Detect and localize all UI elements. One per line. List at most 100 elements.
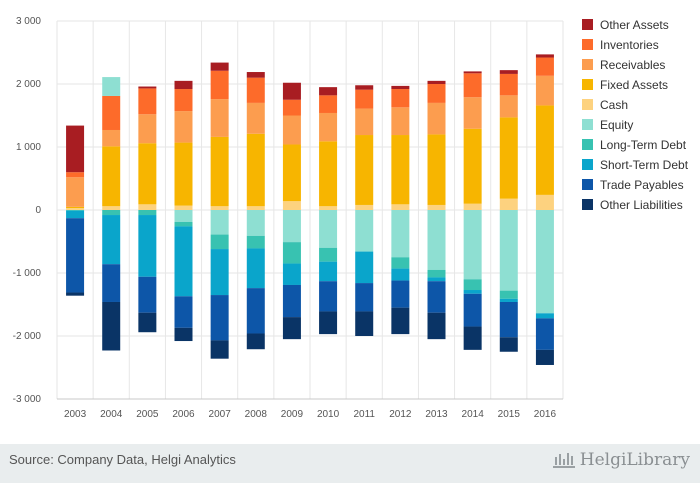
- bar-segment-inventories: [463, 73, 482, 98]
- bar-segment-equity: [246, 210, 265, 236]
- bar-segment-other-liabilities: [138, 312, 157, 333]
- bar-segment-other-assets: [427, 80, 446, 84]
- bar-stack-2009: [282, 82, 301, 340]
- bar-stack-2010: [319, 87, 338, 335]
- legend-label: Other Liabilities: [600, 198, 683, 212]
- bar-segment-cash: [463, 203, 482, 210]
- bar-segment-receivables: [66, 177, 85, 207]
- legend-item-other-liabilities: Other Liabilities: [582, 198, 683, 212]
- bar-segment-inventories: [246, 77, 265, 103]
- bar-segment-receivables: [174, 111, 193, 143]
- bar-segment-other-liabilities: [499, 337, 518, 352]
- legend-item-trade-payables: Trade Payables: [582, 178, 684, 192]
- legend-swatch: [582, 39, 593, 50]
- bar-segment-cash: [138, 204, 157, 210]
- bar-segment-fixed-assets: [246, 133, 265, 207]
- bar-segment-fixed-assets: [102, 146, 121, 207]
- bar-segment-equity: [463, 210, 482, 280]
- legend-label: Other Assets: [600, 18, 669, 32]
- bar-segment-fixed-assets: [355, 135, 374, 205]
- legend-item-short-term-debt: Short-Term Debt: [582, 158, 689, 172]
- brand-logo: HelgiLibrary: [552, 450, 690, 470]
- bar-segment-fixed-assets: [174, 142, 193, 206]
- bar-segment-equity: [282, 210, 301, 243]
- footer: Source: Company Data, Helgi Analytics He…: [0, 444, 700, 483]
- bar-segment-other-assets: [138, 86, 157, 89]
- x-tick-label: 2014: [462, 409, 485, 420]
- bar-segment-inventories: [66, 172, 85, 178]
- bar-segment-equity: [499, 210, 518, 291]
- x-tick-label: 2003: [64, 409, 87, 420]
- x-tick-label: 2013: [425, 409, 448, 420]
- bar-segment-cash: [102, 206, 121, 210]
- y-tick-label: 1 000: [16, 142, 41, 153]
- bar-segment-receivables: [210, 99, 229, 137]
- y-tick-label: 0: [35, 205, 41, 216]
- bar-stack-2006: [174, 80, 193, 342]
- bar-segment-other-assets: [355, 85, 374, 90]
- bar-segment-cash: [355, 204, 374, 210]
- bar-segment-trade-payables: [535, 318, 554, 350]
- bar-segment-other-assets: [66, 125, 85, 173]
- bar-segment-long-term-debt: [463, 279, 482, 291]
- bar-segment-inventories: [174, 89, 193, 112]
- legend-label: Cash: [600, 98, 628, 112]
- bar-segment-trade-payables: [427, 281, 446, 313]
- bar-segment-fixed-assets: [535, 105, 554, 195]
- legend-item-receivables: Receivables: [582, 58, 665, 72]
- bar-segment-other-assets: [246, 72, 265, 78]
- bar-segment-equity: [319, 210, 338, 248]
- legend-swatch: [582, 139, 593, 150]
- bar-segment-other-liabilities: [246, 333, 265, 350]
- x-tick-label: 2004: [100, 409, 123, 420]
- bar-stack-2005: [138, 86, 157, 333]
- bar-segment-equity: [174, 210, 193, 222]
- bar-segment-trade-payables: [210, 295, 229, 341]
- bar-stack-2016: [535, 54, 554, 365]
- bar-segment-trade-payables: [66, 218, 85, 293]
- bar-stack-2012: [391, 85, 410, 335]
- bar-segment-long-term-debt: [282, 242, 301, 264]
- legend-swatch: [582, 119, 593, 130]
- legend-label: Short-Term Debt: [600, 158, 689, 172]
- bar-segment-other-liabilities: [319, 311, 338, 335]
- bar-segment-other-liabilities: [535, 349, 554, 365]
- bar-segment-inventories: [391, 89, 410, 108]
- bar-segment-trade-payables: [102, 264, 121, 302]
- bar-segment-long-term-debt: [499, 290, 518, 299]
- bar-segment-inventories: [319, 95, 338, 113]
- bar-segment-receivables: [282, 115, 301, 145]
- bar-segment-other-liabilities: [282, 317, 301, 340]
- bar-segment-other-liabilities: [210, 340, 229, 359]
- bar-segment-inventories: [282, 99, 301, 116]
- bar-segment-inventories: [535, 57, 554, 76]
- bars: [66, 54, 554, 365]
- bar-segment-equity: [210, 210, 229, 235]
- bar-segment-long-term-debt: [102, 210, 121, 216]
- bar-segment-other-assets: [210, 62, 229, 71]
- bar-stack-2008: [246, 72, 265, 350]
- y-tick-label: -2 000: [13, 331, 42, 342]
- bar-segment-receivables: [319, 112, 338, 142]
- bar-segment-inventories: [210, 70, 229, 100]
- bar-stack-2014: [463, 71, 482, 350]
- grid-lines: [56, 20, 564, 400]
- bar-segment-fixed-assets: [391, 135, 410, 205]
- bar-segment-other-assets: [319, 87, 338, 96]
- bar-stack-2013: [427, 80, 446, 340]
- bar-segment-trade-payables: [319, 281, 338, 312]
- bar-segment-receivables: [102, 129, 121, 147]
- bar-segment-other-assets: [463, 71, 482, 74]
- y-tick-label: -1 000: [13, 268, 42, 279]
- bar-segment-short-term-debt: [102, 215, 121, 265]
- axes: -3 000 -2 000 -1 000 0 1 000 2 000 3 000 2003 20…: [13, 16, 563, 420]
- bar-segment-short-term-debt: [427, 277, 446, 282]
- y-tick-label: 3 000: [16, 16, 41, 27]
- legend-item-inventories: Inventories: [582, 38, 659, 52]
- bar-segment-fixed-assets: [463, 128, 482, 204]
- bar-segment-trade-payables: [282, 284, 301, 318]
- bar-segment-fixed-assets: [427, 134, 446, 205]
- x-tick-label: 2006: [172, 409, 195, 420]
- legend-swatch: [582, 199, 593, 210]
- x-tick-label: 2008: [245, 409, 268, 420]
